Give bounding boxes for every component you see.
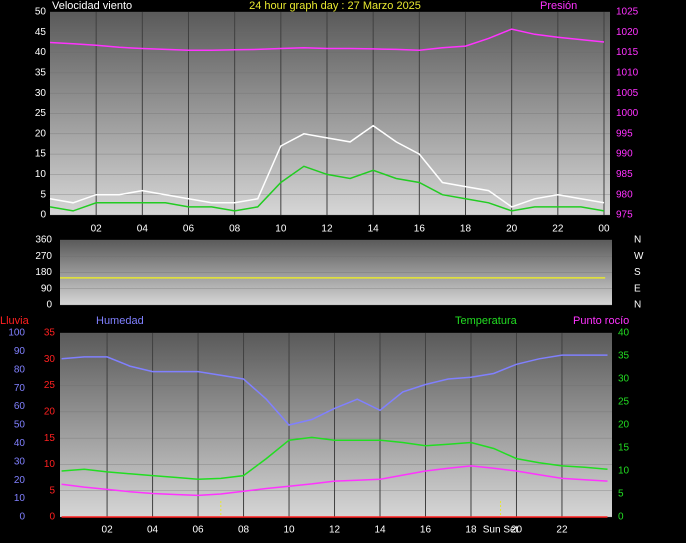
y-tick-label: 15 (618, 443, 630, 454)
y-tick-label: E (634, 283, 641, 294)
x-tick-label: 06 (183, 224, 195, 235)
y-tick-label: 5 (618, 489, 624, 500)
x-tick-label: 12 (321, 224, 333, 235)
y-tick-label: 20 (618, 420, 630, 431)
x-tick-label: 20 (506, 224, 518, 235)
x-tick-label: 10 (283, 525, 295, 536)
x-tick-label: 02 (102, 525, 114, 536)
series-label: Velocidad viento (52, 0, 132, 12)
y-tick-label: 1010 (616, 68, 639, 79)
x-tick-label: 20 (511, 525, 523, 536)
y-tick-label: 30 (14, 456, 26, 467)
y-tick-label: 30 (618, 374, 630, 385)
y-tick-label: 0 (40, 210, 46, 221)
y-tick-label: 40 (618, 328, 630, 339)
y-tick-label: 35 (618, 351, 630, 362)
x-tick-label: 18 (465, 525, 477, 536)
x-tick-label: 08 (238, 525, 250, 536)
y-tick-label: 985 (616, 169, 633, 180)
y-tick-label: 0 (46, 300, 52, 311)
series-line (61, 354, 608, 426)
y-tick-label: 40 (35, 47, 47, 58)
y-tick-label: 25 (618, 397, 630, 408)
y-tick-label: 0 (49, 512, 55, 523)
y-tick-label: 5 (40, 189, 46, 200)
y-tick-label: 20 (44, 406, 56, 417)
y-tick-label: W (634, 251, 644, 262)
x-tick-label: 18 (460, 224, 472, 235)
series-line (61, 465, 608, 497)
series-line (49, 165, 605, 212)
y-tick-label: 980 (616, 189, 633, 200)
y-tick-label: 0 (618, 512, 624, 523)
y-tick-label: 70 (14, 383, 26, 394)
x-tick-label: 04 (147, 525, 159, 536)
series-line (61, 436, 608, 481)
x-tick-label: 14 (368, 224, 380, 235)
y-tick-label: 360 (35, 235, 52, 246)
y-tick-label: 25 (35, 108, 47, 119)
y-tick-label: 45 (35, 27, 47, 38)
event-label: Sun Set (483, 525, 519, 536)
series-label: Presión (540, 0, 577, 12)
y-tick-label: 0 (19, 512, 25, 523)
y-tick-label: 990 (616, 149, 633, 160)
y-tick-label: N (634, 235, 641, 246)
y-tick-label: S (634, 267, 641, 278)
y-tick-label: 5 (49, 485, 55, 496)
y-tick-label: N (634, 300, 641, 311)
y-tick-label: 60 (14, 401, 26, 412)
series-label: Humedad (96, 315, 144, 327)
y-tick-label: 30 (35, 88, 47, 99)
x-tick-label: 10 (275, 224, 287, 235)
y-tick-label: 30 (44, 354, 56, 365)
y-tick-label: 1005 (616, 88, 639, 99)
x-tick-label: 08 (229, 224, 241, 235)
chart-title: 24 hour graph day : 27 Marzo 2025 (249, 0, 421, 12)
x-tick-label: 00 (598, 224, 610, 235)
y-tick-label: 90 (14, 346, 26, 357)
x-tick-label: 22 (556, 525, 568, 536)
y-tick-label: 20 (35, 128, 47, 139)
y-tick-label: 180 (35, 267, 52, 278)
y-tick-label: 1000 (616, 108, 639, 119)
y-tick-label: 10 (44, 459, 56, 470)
y-tick-label: 35 (35, 68, 47, 79)
y-tick-label: 995 (616, 128, 633, 139)
y-tick-label: 15 (35, 149, 47, 160)
y-tick-label: 1020 (616, 27, 639, 38)
series-label: Punto rocío (573, 315, 629, 327)
series-label: Temperatura (455, 315, 518, 327)
y-tick-label: 1015 (616, 47, 639, 58)
x-tick-label: 12 (329, 525, 341, 536)
y-tick-label: 35 (44, 328, 56, 339)
series-label: Lluvia (0, 315, 30, 327)
y-tick-label: 15 (44, 433, 56, 444)
y-tick-label: 80 (14, 364, 26, 375)
y-tick-label: 10 (35, 169, 47, 180)
series-line (49, 124, 605, 208)
y-tick-label: 10 (14, 493, 26, 504)
y-tick-label: 975 (616, 210, 633, 221)
y-tick-label: 10 (618, 466, 630, 477)
x-tick-label: 16 (420, 525, 432, 536)
y-tick-label: 50 (14, 420, 26, 431)
x-tick-label: 02 (91, 224, 103, 235)
x-tick-label: 16 (414, 224, 426, 235)
x-tick-label: 14 (374, 525, 386, 536)
y-tick-label: 40 (14, 438, 26, 449)
y-tick-label: 270 (35, 251, 52, 262)
y-tick-label: 50 (35, 7, 47, 18)
x-tick-label: 22 (552, 224, 564, 235)
y-tick-label: 1025 (616, 7, 639, 18)
y-tick-label: 25 (44, 380, 56, 391)
y-tick-label: 100 (8, 328, 25, 339)
x-tick-label: 06 (192, 525, 204, 536)
x-tick-label: 04 (137, 224, 149, 235)
y-tick-label: 20 (14, 475, 26, 486)
series-line (49, 28, 605, 51)
y-tick-label: 90 (41, 283, 53, 294)
